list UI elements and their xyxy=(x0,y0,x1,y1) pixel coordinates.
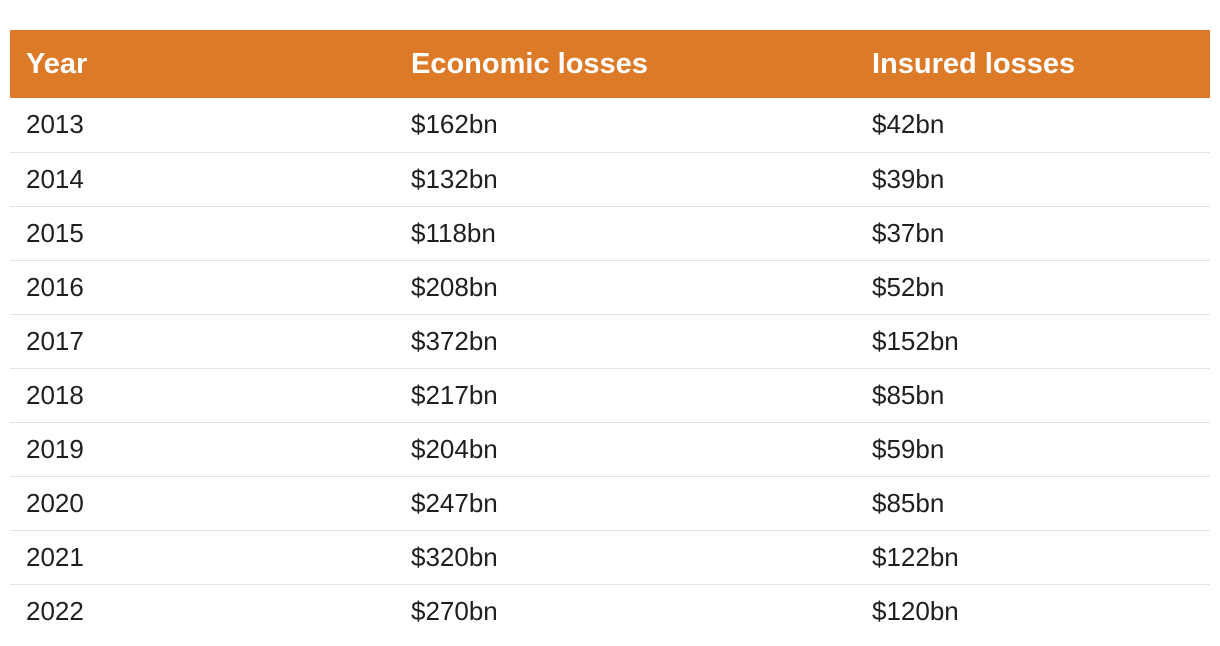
table-row: 2017 $372bn $152bn xyxy=(10,314,1210,369)
year-cell: 2021 xyxy=(10,530,395,585)
year-cell: 2019 xyxy=(10,422,395,477)
year-cell: 2016 xyxy=(10,260,395,315)
insured-losses-cell: $85bn xyxy=(856,476,1210,531)
table-row: 2019 $204bn $59bn xyxy=(10,422,1210,477)
table-row: 2022 $270bn $120bn xyxy=(10,584,1210,638)
economic-losses-cell: $372bn xyxy=(395,314,856,369)
column-header-economic-losses: Economic losses xyxy=(395,30,856,98)
economic-losses-cell: $118bn xyxy=(395,206,856,261)
table-row: 2015 $118bn $37bn xyxy=(10,206,1210,261)
economic-losses-cell: $320bn xyxy=(395,530,856,585)
table-body: 2013 $162bn $42bn 2014 $132bn $39bn 2015 $118bn… xyxy=(10,98,1210,638)
column-header-insured-losses: Insured losses xyxy=(856,30,1210,98)
economic-losses-cell: $132bn xyxy=(395,152,856,207)
insured-losses-cell: $42bn xyxy=(856,98,1210,153)
economic-losses-cell: $270bn xyxy=(411,595,498,626)
column-header-year: Year xyxy=(10,30,395,98)
table-row: 2020 $247bn $85bn xyxy=(10,476,1210,531)
economic-losses-cell: $208bn xyxy=(395,260,856,315)
table-row: 2013 $162bn $42bn xyxy=(10,98,1210,153)
year-cell: 2017 xyxy=(10,314,395,369)
table-header: Year Economic losses Insured losses xyxy=(10,30,1210,98)
table-row: 2018 $217bn $85bn xyxy=(10,368,1210,423)
year-cell: 2022 xyxy=(26,595,84,626)
table-row: 2021 $320bn $122bn xyxy=(10,530,1210,585)
year-cell: 2013 xyxy=(10,98,395,153)
economic-losses-cell: $162bn xyxy=(395,98,856,153)
table-row: 2014 $132bn $39bn xyxy=(10,152,1210,207)
insured-losses-cell: $39bn xyxy=(856,152,1210,207)
insured-losses-cell: $120bn xyxy=(872,595,959,626)
insured-losses-cell: $59bn xyxy=(856,422,1210,477)
insured-losses-cell: $122bn xyxy=(856,530,1210,585)
economic-losses-cell: $204bn xyxy=(395,422,856,477)
losses-table-container: Year Economic losses Insured losses 2013 $1… xyxy=(10,30,1210,638)
economic-losses-cell: $247bn xyxy=(395,476,856,531)
losses-table: Year Economic losses Insured losses 2013 $1… xyxy=(10,30,1210,638)
year-cell: 2015 xyxy=(10,206,395,261)
economic-losses-cell: $217bn xyxy=(395,368,856,423)
year-cell: 2014 xyxy=(10,152,395,207)
header-row: Year Economic losses Insured losses xyxy=(10,30,1210,98)
table-row: 2016 $208bn $52bn xyxy=(10,260,1210,315)
year-cell: 2020 xyxy=(10,476,395,531)
insured-losses-cell: $37bn xyxy=(856,206,1210,261)
insured-losses-cell: $85bn xyxy=(856,368,1210,423)
year-cell: 2018 xyxy=(10,368,395,423)
insured-losses-cell: $152bn xyxy=(856,314,1210,369)
insured-losses-cell: $52bn xyxy=(856,260,1210,315)
